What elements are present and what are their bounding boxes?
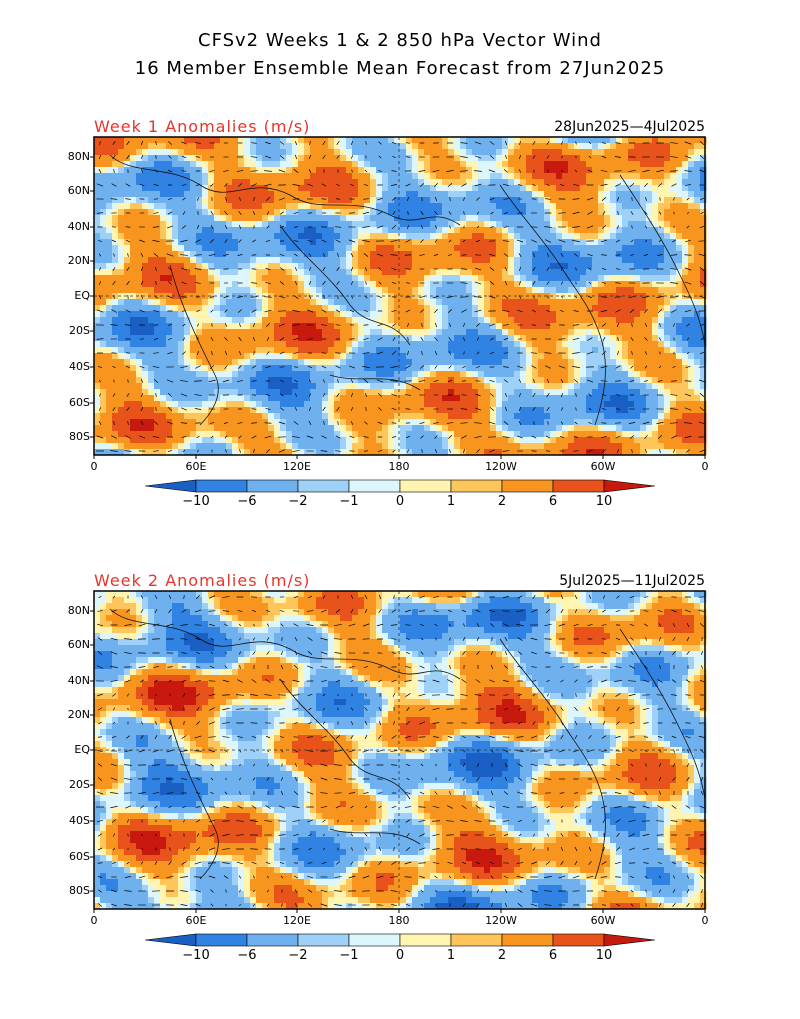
latitude-label: EQ: [60, 743, 90, 756]
colorbar-tick-label: 10: [584, 948, 624, 963]
longitude-label: 120E: [277, 914, 317, 927]
longitude-label: 120W: [481, 460, 521, 473]
colorbar-tick-label: 10: [584, 494, 624, 509]
colorbar-tick-label: −2: [278, 494, 318, 509]
colorbar-tick-label: 2: [482, 494, 522, 509]
latitude-label: 20S: [60, 778, 90, 791]
latitude-label: 60N: [60, 638, 90, 651]
latitude-label: 40N: [60, 674, 90, 687]
colorbar-tick-label: 0: [380, 948, 420, 963]
latitude-label: 20N: [60, 708, 90, 721]
colorbar-tick-label: −6: [227, 948, 267, 963]
longitude-label: 120W: [481, 914, 521, 927]
longitude-label: 60E: [176, 460, 216, 473]
colorbar-tick-label: 0: [380, 494, 420, 509]
longitude-label: 0: [74, 460, 114, 473]
colorbar-tick-label: 1: [431, 948, 471, 963]
latitude-label: 80S: [60, 430, 90, 443]
latitude-label: 80S: [60, 884, 90, 897]
week1-panel: Week 1 Anomalies (m/s) 28Jun2025—4Jul202…: [0, 115, 800, 565]
week2-panel: Week 2 Anomalies (m/s) 5Jul2025—11Jul202…: [0, 569, 800, 1019]
colorbar-tick-label: −1: [329, 948, 369, 963]
panel-title: Week 1 Anomalies (m/s): [94, 117, 310, 136]
colorbar-tick-label: 6: [533, 948, 573, 963]
colorbar-tick-label: 6: [533, 494, 573, 509]
title-line-1: CFSv2 Weeks 1 & 2 850 hPa Vector Wind: [0, 30, 800, 51]
colorbar-tick-label: −10: [176, 948, 216, 963]
longitude-label: 60W: [583, 460, 623, 473]
longitude-label: 180: [379, 460, 419, 473]
latitude-label: 60N: [60, 184, 90, 197]
latitude-label: 80N: [60, 604, 90, 617]
latitude-label: 60S: [60, 850, 90, 863]
latitude-label: 40S: [60, 360, 90, 373]
colorbar-tick-label: 1: [431, 494, 471, 509]
latitude-label: 80N: [60, 150, 90, 163]
latitude-label: 60S: [60, 396, 90, 409]
latitude-label: 40S: [60, 814, 90, 827]
longitude-label: 0: [685, 460, 725, 473]
longitude-label: 120E: [277, 460, 317, 473]
longitude-label: 0: [74, 914, 114, 927]
colorbar-tick-label: −10: [176, 494, 216, 509]
colorbar-tick-label: −1: [329, 494, 369, 509]
longitude-label: 0: [685, 914, 725, 927]
panel-date-range: 28Jun2025—4Jul2025: [554, 119, 705, 135]
panel-date-range: 5Jul2025—11Jul2025: [559, 573, 705, 589]
colorbar-tick-label: −2: [278, 948, 318, 963]
latitude-label: 40N: [60, 220, 90, 233]
colorbar: [145, 934, 655, 946]
latitude-label: 20S: [60, 324, 90, 337]
colorbar-tick-label: −6: [227, 494, 267, 509]
panel-title: Week 2 Anomalies (m/s): [94, 571, 310, 590]
colorbar-tick-label: 2: [482, 948, 522, 963]
longitude-label: 60W: [583, 914, 623, 927]
colorbar: [145, 480, 655, 492]
latitude-label: 20N: [60, 254, 90, 267]
longitude-label: 60E: [176, 914, 216, 927]
latitude-label: EQ: [60, 289, 90, 302]
title-line-2: 16 Member Ensemble Mean Forecast from 27…: [0, 58, 800, 79]
longitude-label: 180: [379, 914, 419, 927]
